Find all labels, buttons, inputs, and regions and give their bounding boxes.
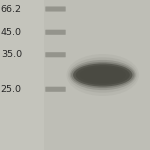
FancyBboxPatch shape xyxy=(45,30,66,35)
FancyBboxPatch shape xyxy=(44,0,150,150)
Ellipse shape xyxy=(70,60,136,90)
Text: 25.0: 25.0 xyxy=(1,85,22,94)
Ellipse shape xyxy=(76,65,130,85)
FancyBboxPatch shape xyxy=(45,87,66,92)
FancyBboxPatch shape xyxy=(45,52,66,57)
Text: 66.2: 66.2 xyxy=(1,4,22,14)
Text: 35.0: 35.0 xyxy=(1,50,22,59)
Ellipse shape xyxy=(68,57,137,93)
FancyBboxPatch shape xyxy=(45,6,66,12)
Ellipse shape xyxy=(73,63,132,87)
Ellipse shape xyxy=(66,54,139,96)
FancyBboxPatch shape xyxy=(0,0,44,150)
Ellipse shape xyxy=(80,67,126,83)
Ellipse shape xyxy=(71,62,134,88)
Text: 45.0: 45.0 xyxy=(1,28,22,37)
